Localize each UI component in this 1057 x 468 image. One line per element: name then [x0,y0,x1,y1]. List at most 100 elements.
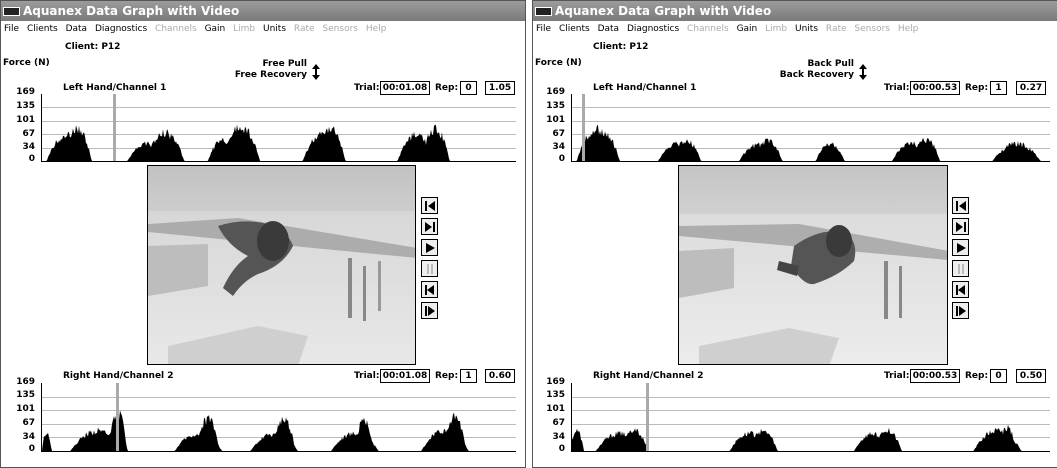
up-down-arrow-icon[interactable] [858,64,868,80]
menu-help: Help [897,24,919,34]
menu-file[interactable]: File [536,24,552,34]
pause-icon[interactable] [952,260,969,277]
channel1-force-graph[interactable] [572,94,1050,161]
menu-gain[interactable]: Gain [736,24,758,34]
menu-bar: File Clients Data Diagnostics Channels G… [1,22,525,37]
menu-units[interactable]: Units [263,24,287,34]
force-unit-label: Force (N) [3,58,50,68]
menu-clients[interactable]: Clients [26,24,58,34]
menu-channels: Channels [155,24,197,34]
step-forward-icon[interactable] [421,218,438,235]
menu-channels: Channels [687,24,729,34]
menu-file[interactable]: File [4,24,20,34]
channel1-name: Left Hand/Channel 1 [593,83,697,93]
title-bar[interactable]: Aquanex Data Graph with Video [533,1,1057,21]
pause-icon[interactable] [421,260,438,277]
app-logo-icon[interactable] [535,7,552,16]
force-trace [42,124,516,161]
stroke-recovery-label: Back Recovery [779,70,854,80]
trial-label: Trial: [884,371,910,381]
force-trace [572,125,1050,161]
menu-sensors: Sensors [854,24,890,34]
rep-label: Rep: [435,83,459,93]
client-label: Client: P12 [65,42,121,52]
channel1-plot-axes [571,94,1050,162]
up-down-arrow-icon[interactable] [311,64,321,80]
skip-to-start-icon[interactable] [421,197,438,214]
y-tick: 0 [28,154,35,164]
channel1-plot-axes [41,94,516,162]
channel2-force-graph[interactable] [42,383,516,451]
playback-cursor [582,94,585,161]
channel2-plot-axes [41,383,516,452]
menu-gain[interactable]: Gain [204,24,226,34]
step-back-icon[interactable] [952,281,969,298]
stroke-pull-label: Free Pull [262,59,307,69]
channel1-rep-value: 0 [460,81,477,95]
force-trace [572,424,1050,451]
rep-label: Rep: [965,83,989,93]
y-tick: 34 [22,432,35,442]
y-tick: 135 [16,390,35,400]
channel1-force-value: 1.05 [485,81,515,95]
menu-data[interactable]: Data [65,24,88,34]
menu-diagnostics[interactable]: Diagnostics [94,24,148,34]
y-tick: 67 [22,418,35,428]
channel1-trial-value: 00:00.53 [910,81,960,95]
title-bar[interactable]: Aquanex Data Graph with Video [1,1,525,21]
step-forward-icon[interactable] [952,218,969,235]
y-tick: 34 [552,432,565,442]
y-tick: 67 [552,418,565,428]
video-frame [147,165,416,365]
y-tick: 0 [28,444,35,454]
channel2-force-graph[interactable] [572,383,1050,451]
channel2-force-value: 0.50 [1016,369,1046,383]
step-back-icon[interactable] [421,281,438,298]
menu-clients[interactable]: Clients [558,24,590,34]
menu-units[interactable]: Units [795,24,819,34]
y-tick: 0 [558,444,565,454]
app-logo-icon[interactable] [3,7,20,16]
y-tick: 101 [16,404,35,414]
y-tick: 101 [16,115,35,125]
underwater-swimmer-image [679,166,947,364]
y-tick: 135 [546,101,565,111]
playback-cursor [116,383,119,451]
playback-cursor [113,94,116,161]
rep-label: Rep: [965,371,989,381]
window-title: Aquanex Data Graph with Video [23,4,240,18]
play-icon[interactable] [952,239,969,256]
playback-cursor [646,383,649,451]
menu-data[interactable]: Data [597,24,620,34]
menu-limb: Limb [233,24,256,34]
skip-to-start-icon[interactable] [952,197,969,214]
y-tick: 169 [546,87,565,97]
data-graph-window-2: Aquanex Data Graph with Video File Clien… [532,0,1057,468]
channel1-force-value: 0.27 [1016,81,1046,95]
channel2-force-value: 0.60 [485,369,515,383]
client-label: Client: P12 [593,42,649,52]
y-tick: 169 [16,377,35,387]
menu-bar: File Clients Data Diagnostics Channels G… [533,22,1057,37]
menu-sensors: Sensors [322,24,358,34]
video-frame [678,165,948,365]
channel1-force-graph[interactable] [42,94,516,161]
menu-diagnostics[interactable]: Diagnostics [626,24,680,34]
frame-forward-icon[interactable] [952,302,969,319]
trial-label: Trial: [884,83,910,93]
menu-rate: Rate [825,24,847,34]
underwater-swimmer-image [148,166,415,364]
frame-forward-icon[interactable] [421,302,438,319]
menu-rate: Rate [293,24,315,34]
force-unit-label: Force (N) [535,58,582,68]
data-graph-window-1: Aquanex Data Graph with Video File Clien… [0,0,526,468]
y-tick: 101 [546,115,565,125]
y-tick: 101 [546,404,565,414]
play-icon[interactable] [421,239,438,256]
y-tick: 135 [546,390,565,400]
window-title: Aquanex Data Graph with Video [555,4,772,18]
channel2-name: Right Hand/Channel 2 [593,371,704,381]
channel1-rep-value: 1 [990,81,1007,95]
channel1-trial-value: 00:01.08 [380,81,430,95]
y-tick: 67 [552,129,565,139]
